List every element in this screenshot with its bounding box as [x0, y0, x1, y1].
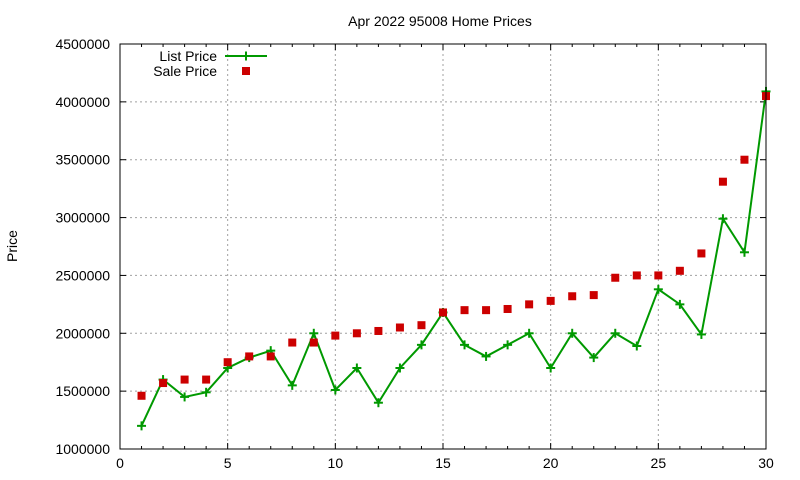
sale-price-point	[288, 338, 297, 347]
x-tick-label: 5	[224, 455, 232, 471]
y-tick-label: 2500000	[55, 267, 110, 283]
list-price-point	[460, 340, 470, 350]
sale-price-point	[439, 308, 447, 317]
list-price-point	[718, 214, 728, 224]
y-tick-label: 2000000	[55, 325, 110, 341]
legend-list-price-marker	[241, 51, 251, 61]
list-price-point	[632, 341, 642, 351]
sale-price-point	[460, 306, 469, 315]
list-price-point	[546, 363, 556, 373]
sale-price-point	[546, 296, 555, 305]
sale-price-point	[654, 271, 663, 280]
list-price-point	[287, 380, 297, 390]
sale-price-point	[697, 249, 706, 258]
grid	[120, 44, 766, 449]
list-price-point	[395, 363, 405, 373]
legend: List Price Sale Price	[153, 48, 267, 79]
sale-price-point	[180, 375, 189, 384]
list-price-point	[610, 328, 620, 338]
list-price-point	[352, 363, 362, 373]
sale-price-point	[568, 292, 577, 301]
sale-price-point	[482, 306, 491, 315]
sale-price-point	[159, 379, 168, 388]
list-price-point	[503, 340, 513, 350]
x-tick-label: 0	[116, 455, 124, 471]
sale-price-point	[740, 155, 749, 164]
list-price-point	[137, 421, 147, 431]
sale-price-point	[632, 271, 641, 280]
list-price-point	[567, 328, 577, 338]
sale-price-point	[266, 352, 275, 361]
list-price-point	[201, 387, 211, 397]
chart-title: Apr 2022 95008 Home Prices	[348, 13, 532, 29]
x-tick-label: 30	[758, 455, 774, 471]
sale-price-point	[223, 358, 232, 367]
list-price-line	[140, 91, 767, 427]
legend-sale-price-marker	[242, 67, 250, 75]
axis-ticks: 0 5 10 15 20 25 30 1000000 1500000 2000000 2500000…	[55, 36, 774, 471]
y-axis-label: Price	[4, 230, 20, 262]
list-price-point	[373, 398, 383, 408]
list-price-point	[739, 247, 749, 257]
series	[137, 86, 771, 431]
list-price-point	[180, 392, 190, 402]
x-tick-label: 10	[328, 455, 344, 471]
x-tick-label: 25	[651, 455, 667, 471]
sale-price-point	[525, 300, 534, 309]
sale-price-point	[309, 338, 318, 347]
y-tick-label: 3000000	[55, 210, 110, 226]
plot-frame	[119, 43, 767, 450]
list-price-point	[524, 328, 534, 338]
sale-price-point	[589, 291, 598, 300]
list-price-point	[589, 353, 599, 363]
sale-price-point	[331, 331, 340, 340]
y-tick-label: 1000000	[55, 441, 110, 457]
sale-price-point	[374, 326, 383, 335]
sale-price-point	[718, 177, 727, 186]
list-price-point	[416, 340, 426, 350]
list-price-point	[309, 328, 319, 338]
sale-price-point	[352, 329, 361, 338]
list-price-point	[330, 385, 340, 395]
y-tick-label: 4500000	[55, 36, 110, 52]
y-tick-label: 3500000	[55, 152, 110, 168]
sale-price-point	[417, 321, 426, 330]
list-price-point	[696, 329, 706, 339]
list-price-point	[481, 351, 491, 361]
sale-price-point	[137, 391, 146, 400]
sale-price-point	[611, 273, 620, 282]
sale-price-point	[675, 266, 684, 275]
sale-price-point	[202, 375, 211, 384]
sale-price-point	[245, 352, 254, 361]
legend-list-price-label: List Price	[159, 48, 217, 64]
x-tick-label: 15	[435, 455, 451, 471]
sale-price-point	[395, 323, 404, 332]
y-tick-label: 1500000	[55, 383, 110, 399]
y-tick-label: 4000000	[55, 94, 110, 110]
sale-price-point	[503, 304, 512, 313]
x-tick-label: 20	[543, 455, 559, 471]
legend-sale-price-label: Sale Price	[153, 63, 217, 79]
list-price-point	[653, 284, 663, 294]
list-price-point	[675, 299, 685, 309]
